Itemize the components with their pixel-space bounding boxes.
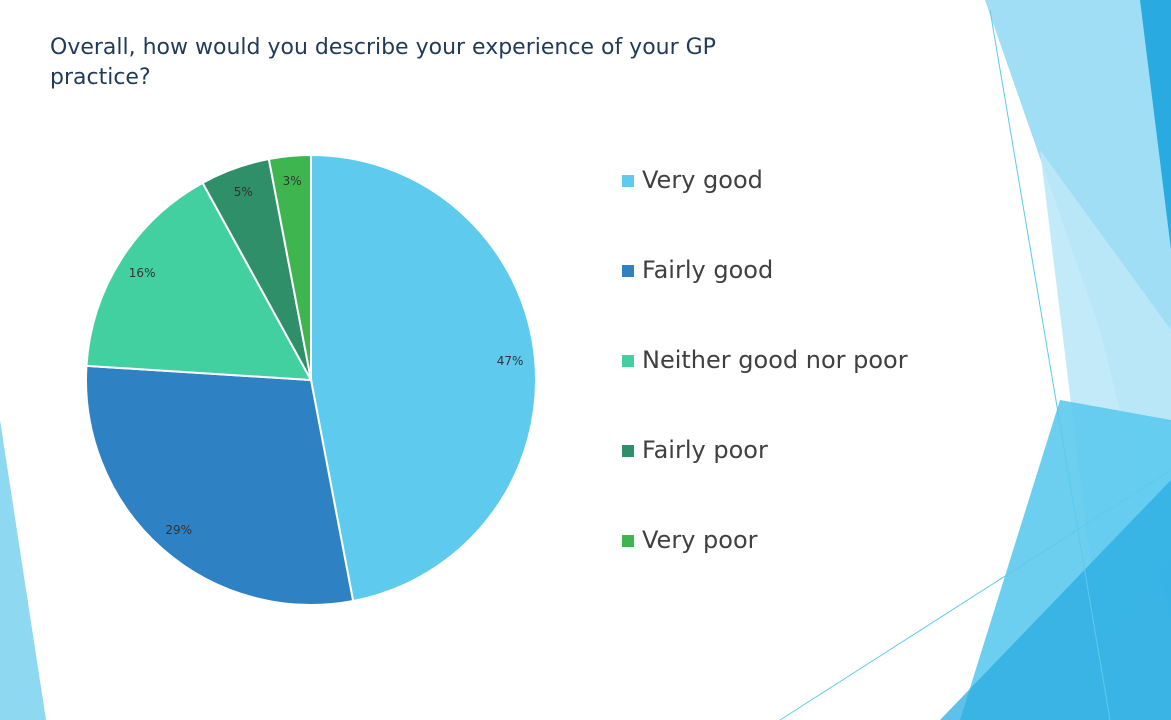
legend-swatch <box>622 175 634 187</box>
legend-item-very-good: Very good <box>622 160 908 250</box>
legend-label: Very poor <box>642 526 758 554</box>
pie-slice-fairly-good <box>85 364 355 606</box>
chart-legend: Very good Fairly good Neither good nor poo… <box>622 160 908 610</box>
legend-label: Fairly good <box>642 256 774 284</box>
slice-label-neither-good-nor-poor: 16% <box>129 266 156 280</box>
slice-label-fairly-poor: 5% <box>234 185 253 199</box>
legend-label: Very good <box>642 166 763 194</box>
legend-label: Neither good nor poor <box>642 346 908 374</box>
legend-swatch <box>622 535 634 547</box>
decor-shard-right-dark <box>1140 0 1171 250</box>
slice-label-very-poor: 3% <box>283 174 302 188</box>
chart-title: Overall, how would you describe your exp… <box>50 35 716 90</box>
legend-item-neither-good-nor-poor: Neither good nor poor <box>622 340 908 430</box>
legend-swatch <box>622 355 634 367</box>
pie-slice-very-good <box>310 153 537 603</box>
legend-swatch <box>622 445 634 457</box>
legend-label: Fairly poor <box>642 436 768 464</box>
decor-shard-right-top <box>985 0 1171 620</box>
decor-line-1 <box>989 9 1111 720</box>
legend-item-fairly-good: Fairly good <box>622 250 908 340</box>
legend-item-very-poor: Very poor <box>622 520 908 610</box>
pie-slice-very-poor <box>267 153 312 381</box>
decor-line-2 <box>779 469 1171 720</box>
slice-label-very-good: 47% <box>497 354 524 368</box>
slice-label-fairly-good: 29% <box>165 523 192 537</box>
legend-item-fairly-poor: Fairly poor <box>622 430 908 520</box>
decor-shard-left <box>0 420 46 720</box>
legend-swatch <box>622 265 634 277</box>
decor-shard-right-bottom <box>940 480 1171 720</box>
pie-slice-neither-good-nor-poor <box>85 181 313 382</box>
